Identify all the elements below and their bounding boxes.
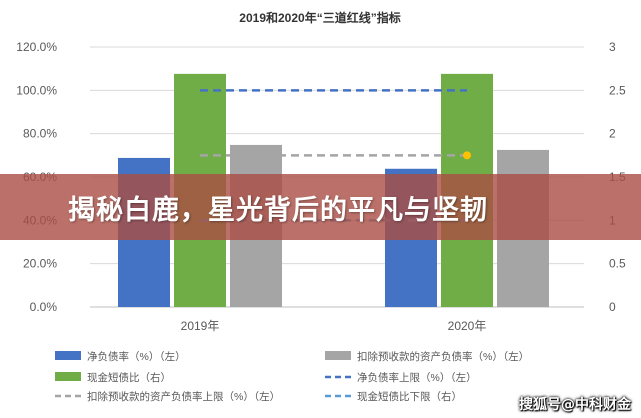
x-tick-label: 2019年 <box>181 319 220 333</box>
legend-label: 净负债率（%）（左） <box>87 350 186 363</box>
y-right-tick-label: 0.5 <box>609 257 626 271</box>
y-right-tick-label: 3 <box>609 40 616 54</box>
legend-swatch <box>325 351 351 360</box>
y-left-tick-label: 0.0% <box>30 300 58 314</box>
legend-label: 扣除预收款的资产负债率上限（%）（左） <box>87 390 280 403</box>
legend-label: 净负债率上限（%）（左） <box>357 371 477 384</box>
y-right-tick-label: 2 <box>609 127 616 141</box>
legend-label: 现金短债比下限（右） <box>357 390 462 403</box>
y-left-tick-label: 80.0% <box>23 127 57 141</box>
y-left-tick-label: 20.0% <box>23 257 57 271</box>
legend-swatch <box>55 372 81 381</box>
watermark: 搜狐号@中科财金 <box>519 397 631 413</box>
x-tick-label: 2020年 <box>448 319 487 333</box>
headline-text: 揭秘白鹿，星光背后的平凡与坚韧 <box>68 194 488 226</box>
legend-label: 现金短债比（右） <box>87 371 171 384</box>
y-left-tick-label: 100.0% <box>16 83 57 97</box>
legend-label: 扣除预收款的资产负债率（%）（左） <box>357 350 529 363</box>
y-right-tick-label: 2.5 <box>609 83 626 97</box>
highlight-marker <box>463 151 471 160</box>
y-right-tick-label: 0 <box>609 300 616 314</box>
legend-swatch <box>55 351 81 360</box>
chart-title: 2019和2020年“三道红线”指标 <box>239 10 400 25</box>
headline-banner: 揭秘白鹿，星光背后的平凡与坚韧 <box>0 174 641 240</box>
y-left-tick-label: 120.0% <box>16 40 57 54</box>
